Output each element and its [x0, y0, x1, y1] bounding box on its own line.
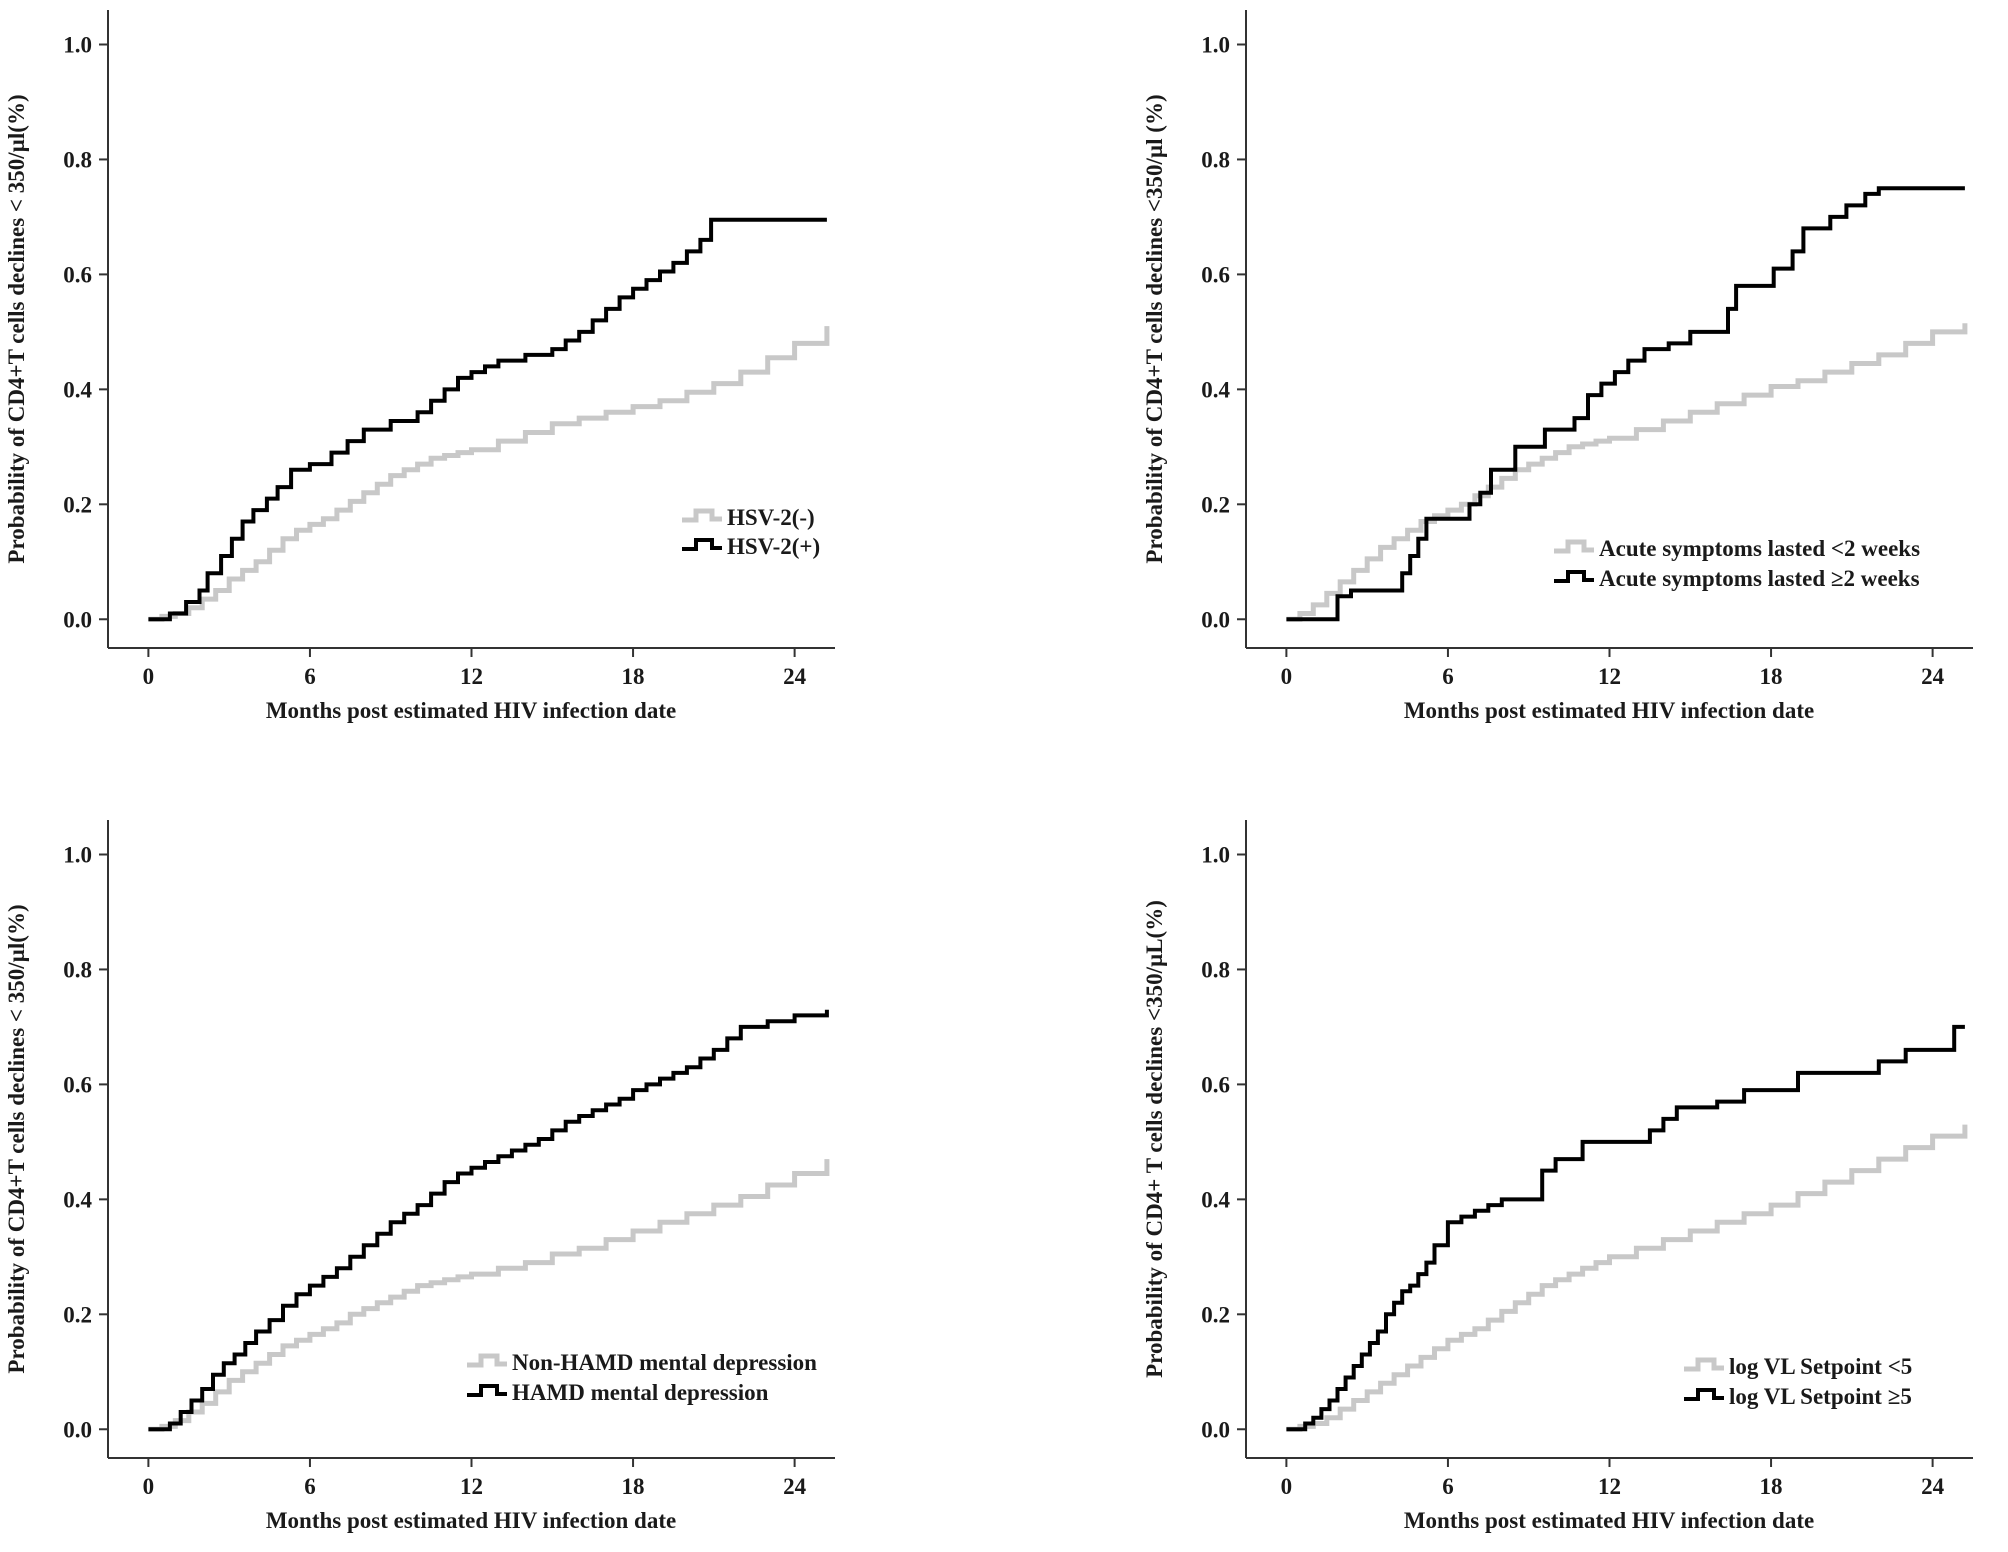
y-tick-label: 0.8 [1201, 957, 1230, 982]
y-tick-label: 0.8 [1201, 147, 1230, 172]
y-axis-title: Probability of CD4+ T cells declines <35… [1142, 900, 1167, 1378]
legend-swatch-dark [682, 538, 722, 551]
series-line-dark [148, 217, 827, 622]
legend-label: log VL Setpoint <5 [1729, 1354, 1912, 1379]
legend-label: HSV-2(-) [727, 505, 815, 530]
series-line-dark [1286, 1024, 1965, 1432]
y-tick-label: 0.0 [1201, 1417, 1230, 1442]
series-line-dark [148, 1009, 829, 1432]
series-line-dark [1286, 186, 1965, 622]
x-tick-label: 0 [143, 664, 155, 689]
series-line-light [1286, 1124, 1968, 1432]
y-tick-label: 0.0 [1201, 607, 1230, 632]
x-axis-title: Months post estimated HIV infection date [266, 698, 676, 723]
x-tick-label: 12 [1598, 1474, 1621, 1499]
x-tick-label: 24 [1921, 664, 1945, 689]
x-tick-label: 24 [783, 664, 807, 689]
y-tick-label: 0.6 [63, 262, 92, 287]
y-tick-label: 0.4 [1201, 1187, 1230, 1212]
x-tick-label: 6 [1442, 664, 1454, 689]
y-tick-label: 0.4 [63, 1187, 92, 1212]
legend-label: Non-HAMD mental depression [512, 1350, 817, 1375]
x-tick-label: 6 [304, 664, 316, 689]
x-axis-title: Months post estimated HIV infection date [1404, 1508, 1814, 1533]
legend: log VL Setpoint <5 log VL Setpoint ≥5 [1684, 1354, 1912, 1409]
x-tick-label: 6 [304, 1474, 316, 1499]
panel-acute-symptoms: 0.0 0.2 0.4 0.6 0.8 1.0 0 6 12 18 24 Probability o… [1142, 10, 1973, 723]
x-tick-label: 0 [143, 1474, 155, 1499]
x-tick-label: 18 [1760, 1474, 1783, 1499]
y-tick-label: 0.6 [1201, 1072, 1230, 1097]
y-axis-title: Probability of CD4+T cells declines <350… [1142, 94, 1167, 563]
legend-swatch-light [1684, 1357, 1724, 1372]
y-tick-label: 1.0 [1201, 32, 1230, 57]
y-tick-label: 0.6 [63, 1072, 92, 1097]
y-tick-label: 0.2 [1201, 1302, 1230, 1327]
y-tick-label: 0.8 [63, 957, 92, 982]
legend: Acute symptoms lasted <2 weeks Acute sym… [1554, 536, 1920, 591]
legend-swatch-light [682, 508, 722, 523]
y-tick-label: 0.2 [63, 1302, 92, 1327]
y-tick-label: 0.8 [63, 147, 92, 172]
y-axis-title: Probability of CD4+T cells declines < 35… [4, 94, 29, 563]
panel-vl-setpoint: 0.0 0.2 0.4 0.6 0.8 1.0 0 6 12 18 24 Probability o… [1142, 820, 1973, 1533]
y-tick-label: 0.0 [63, 1417, 92, 1442]
legend-label: Acute symptoms lasted ≥2 weeks [1599, 566, 1920, 591]
series-line-light [148, 326, 830, 622]
legend-label: log VL Setpoint ≥5 [1729, 1384, 1912, 1409]
legend-swatch-dark [1554, 570, 1594, 583]
series-line-light [148, 1159, 830, 1432]
legend: Non-HAMD mental depression HAMD mental d… [467, 1350, 817, 1405]
legend-label: HAMD mental depression [512, 1380, 769, 1405]
x-tick-label: 18 [622, 1474, 645, 1499]
x-tick-label: 18 [622, 664, 645, 689]
y-axis-title: Probability of CD4+T cells declines < 35… [4, 904, 29, 1373]
x-tick-label: 0 [1281, 1474, 1293, 1499]
y-tick-label: 0.2 [63, 492, 92, 517]
y-tick-label: 0.2 [1201, 492, 1230, 517]
legend-swatch-light [1554, 539, 1594, 554]
x-tick-label: 12 [460, 1474, 483, 1499]
x-tick-label: 18 [1760, 664, 1783, 689]
x-tick-label: 6 [1442, 1474, 1454, 1499]
legend-label: HSV-2(+) [727, 534, 820, 559]
legend-swatch-dark [1684, 1388, 1724, 1401]
x-tick-label: 12 [460, 664, 483, 689]
x-tick-label: 12 [1598, 664, 1621, 689]
y-tick-label: 0.0 [63, 607, 92, 632]
y-tick-label: 0.6 [1201, 262, 1230, 287]
y-tick-label: 1.0 [1201, 842, 1230, 867]
legend-label: Acute symptoms lasted <2 weeks [1599, 536, 1920, 561]
x-axis-title: Months post estimated HIV infection date [266, 1508, 676, 1533]
legend-swatch-dark [467, 1384, 507, 1397]
panel-hamd-depression: 0.0 0.2 0.4 0.6 0.8 1.0 0 6 12 18 24 Probability o… [4, 820, 835, 1533]
y-tick-label: 1.0 [63, 842, 92, 867]
x-tick-label: 24 [1921, 1474, 1945, 1499]
legend-swatch-light [467, 1353, 507, 1368]
y-tick-label: 0.4 [63, 377, 92, 402]
x-tick-label: 24 [783, 1474, 807, 1499]
legend: HSV-2(-) HSV-2(+) [682, 505, 820, 559]
y-tick-label: 1.0 [63, 32, 92, 57]
panel-hsv2: 0.0 0.2 0.4 0.6 0.8 1.0 0 6 12 18 24 Probability o… [4, 10, 835, 723]
x-tick-label: 0 [1281, 664, 1293, 689]
x-axis-title: Months post estimated HIV infection date [1404, 698, 1814, 723]
series-line-light [1286, 323, 1968, 622]
y-tick-label: 0.4 [1201, 377, 1230, 402]
